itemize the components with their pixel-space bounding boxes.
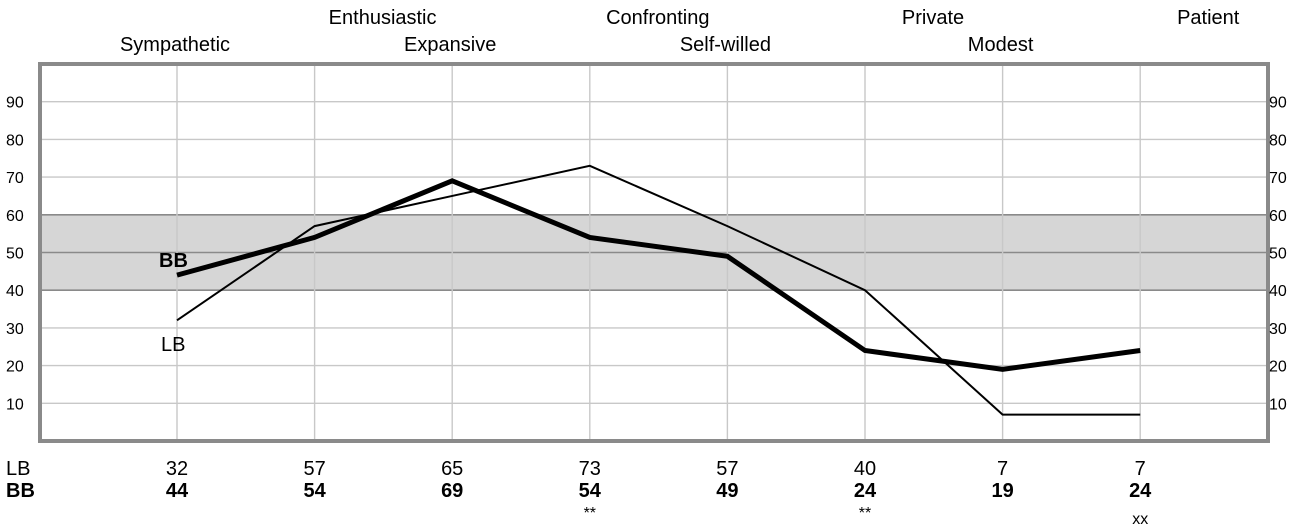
bb-score: 49 [716, 480, 738, 502]
lb-score: 73 [579, 458, 601, 480]
y-tick-label: 70 [1269, 170, 1287, 187]
series-tag-lb: LB [161, 334, 185, 356]
y-tick-label: 10 [6, 396, 24, 413]
category-label: Patient [1177, 7, 1240, 29]
lb-score: 7 [1135, 458, 1146, 480]
score-marker: ** [859, 505, 871, 522]
category-label: Modest [968, 34, 1034, 56]
y-axis-left: 10 20 30 40 50 60 70 80 90 [6, 95, 24, 414]
category-label: Private [902, 7, 964, 29]
row-label-lb: LB [6, 458, 30, 480]
lb-score: 7 [997, 458, 1008, 480]
y-tick-label: 50 [6, 246, 24, 263]
bb-score: 54 [303, 480, 326, 502]
score-marker: xx [1132, 511, 1148, 528]
grid [40, 64, 1268, 441]
series-tag-bb: BB [159, 250, 188, 272]
lb-score: 40 [854, 458, 876, 480]
y-tick-label: 20 [1269, 359, 1287, 376]
y-tick-label: 10 [1269, 396, 1287, 413]
row-label-bb: BB [6, 480, 35, 502]
category-labels: Sympathetic Enthusiastic Expansive Confront… [120, 7, 1240, 56]
bb-score: 19 [991, 480, 1013, 502]
y-tick-label: 30 [1269, 321, 1287, 338]
bb-score: 69 [441, 480, 463, 502]
score-marker: ** [584, 505, 596, 522]
y-tick-label: 40 [1269, 283, 1287, 300]
category-label: Self-willed [680, 34, 771, 56]
category-label: Sympathetic [120, 34, 230, 56]
bb-score: 24 [1129, 480, 1152, 502]
y-tick-label: 80 [6, 132, 24, 149]
y-tick-label: 30 [6, 321, 24, 338]
y-tick-label: 60 [1269, 208, 1287, 225]
bb-score: 54 [579, 480, 602, 502]
bb-score: 44 [166, 480, 189, 502]
y-tick-label: 70 [6, 170, 24, 187]
lb-score: 32 [166, 458, 188, 480]
y-tick-label: 20 [6, 359, 24, 376]
series-tags: BB LB [159, 250, 188, 356]
y-tick-label: 40 [6, 283, 24, 300]
y-tick-label: 80 [1269, 132, 1287, 149]
y-tick-label: 50 [1269, 246, 1287, 263]
category-label: Confronting [606, 7, 709, 29]
category-label: Enthusiastic [329, 7, 437, 29]
y-tick-label: 60 [6, 208, 24, 225]
lb-score: 65 [441, 458, 463, 480]
y-axis-right: 10 20 30 40 50 60 70 80 90 [1269, 95, 1287, 414]
lb-score: 57 [716, 458, 738, 480]
bb-score: 24 [854, 480, 877, 502]
y-tick-label: 90 [1269, 95, 1287, 112]
lb-score: 57 [303, 458, 325, 480]
y-tick-label: 90 [6, 95, 24, 112]
category-label: Expansive [404, 34, 496, 56]
